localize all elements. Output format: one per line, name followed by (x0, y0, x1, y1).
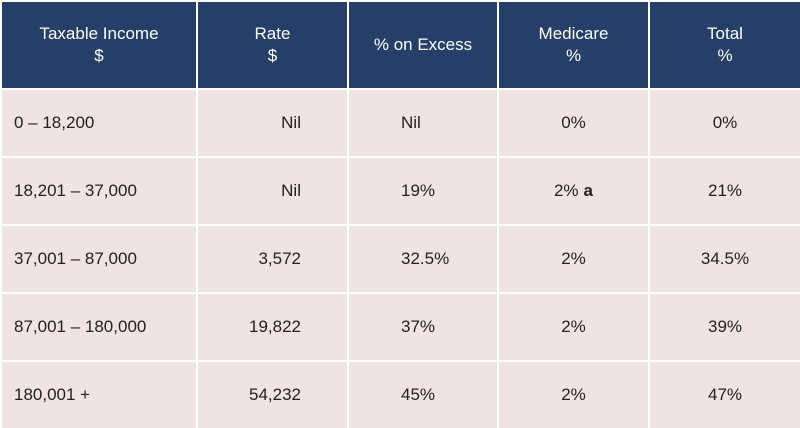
cell-note: a (583, 181, 594, 200)
header-cell: Rate $ (196, 0, 349, 90)
table-cell: 34.5% (648, 224, 800, 294)
table-cell: 0 – 18,200 (0, 88, 198, 158)
table-cell: 39% (648, 292, 800, 362)
header-row: Taxable Income $ Rate $ % on Excess Medicare%… (0, 0, 800, 90)
cell-text: 34.5% (700, 249, 750, 268)
table-cell: Nil (347, 88, 499, 158)
header-text: % (717, 46, 733, 65)
cell-text: 39% (707, 317, 743, 336)
table-cell: 32.5% (347, 224, 499, 294)
cell-text: 19% (401, 181, 436, 200)
cell-text: 3,572 (258, 249, 301, 268)
header-text: $ (267, 46, 278, 65)
table-cell: 2% (497, 224, 650, 294)
cell-text: 45% (401, 385, 436, 404)
cell-text: 2% (561, 385, 586, 404)
table-cell: 87,001 – 180,000 (0, 292, 198, 362)
table-row: 0 – 18,200 Nil Nil 0% 0% (0, 88, 800, 158)
table-cell: Nil (196, 88, 349, 158)
header-cell: Taxable Income $ (0, 0, 198, 90)
cell-text: 19,822 (249, 317, 301, 336)
table-row: 37,001 – 87,000 3,572 32.5% 2% 34.5% (0, 224, 800, 294)
header-cell: Medicare% (497, 0, 650, 90)
cell-text: 0% (561, 113, 586, 132)
header-cell: % on Excess (347, 0, 499, 90)
header-text: Taxable Income (39, 24, 159, 43)
header-text: Medicare (538, 24, 609, 43)
table-row: 180,001 + 54,232 45% 2% 47% (0, 360, 800, 428)
cell-text: Nil (281, 113, 301, 132)
table-cell: 47% (648, 360, 800, 428)
cell-text: 2% (561, 249, 586, 268)
table-cell: 0% (497, 88, 650, 158)
cell-text: 0 – 18,200 (14, 113, 95, 132)
table-row: 87,001 – 180,000 19,822 37% 2% 39% (0, 292, 800, 362)
table-cell: 19% (347, 156, 499, 226)
cell-text: Nil (281, 181, 301, 200)
cell-text: 37,001 – 87,000 (14, 249, 137, 268)
table-cell: 18,201 – 37,000 (0, 156, 198, 226)
cell-text: 87,001 – 180,000 (14, 317, 147, 336)
table-cell: 2% a (497, 156, 650, 226)
table-cell: 37% (347, 292, 499, 362)
table-cell: 45% (347, 360, 499, 428)
table-cell: 2% (497, 292, 650, 362)
cell-text: 47% (707, 385, 743, 404)
header-text: Rate (254, 24, 291, 43)
table-cell: 3,572 (196, 224, 349, 294)
cell-text: 2% (553, 181, 579, 200)
table-row: 18,201 – 37,000 Nil 19% 2% a 21% (0, 156, 800, 226)
cell-text: 2% (561, 317, 586, 336)
cell-text: 54,232 (249, 385, 301, 404)
header-text: $ (94, 46, 104, 65)
table-cell: 2% (497, 360, 650, 428)
cell-text: 32.5% (401, 249, 450, 268)
table-cell: Nil (196, 156, 349, 226)
table-cell: 19,822 (196, 292, 349, 362)
table-cell: 54,232 (196, 360, 349, 428)
table-cell: 0% (648, 88, 800, 158)
table-cell: 180,001 + (0, 360, 198, 428)
header-text: Total (707, 24, 743, 43)
cell-text: 180,001 + (14, 385, 91, 404)
table-cell: 37,001 – 87,000 (0, 224, 198, 294)
cell-text: 37% (401, 317, 436, 336)
cell-text: 21% (707, 181, 743, 200)
header-cell: Total% (648, 0, 800, 90)
cell-text: 0% (712, 113, 738, 132)
cell-text: Nil (401, 113, 421, 132)
cell-text: 18,201 – 37,000 (14, 181, 137, 200)
table-body: 0 – 18,200 Nil Nil 0% 0% 18,201 – 37,000 Nil 19… (0, 88, 800, 428)
header-text: % (565, 46, 582, 65)
table-cell: 21% (648, 156, 800, 226)
header-text: % on Excess (373, 35, 473, 54)
